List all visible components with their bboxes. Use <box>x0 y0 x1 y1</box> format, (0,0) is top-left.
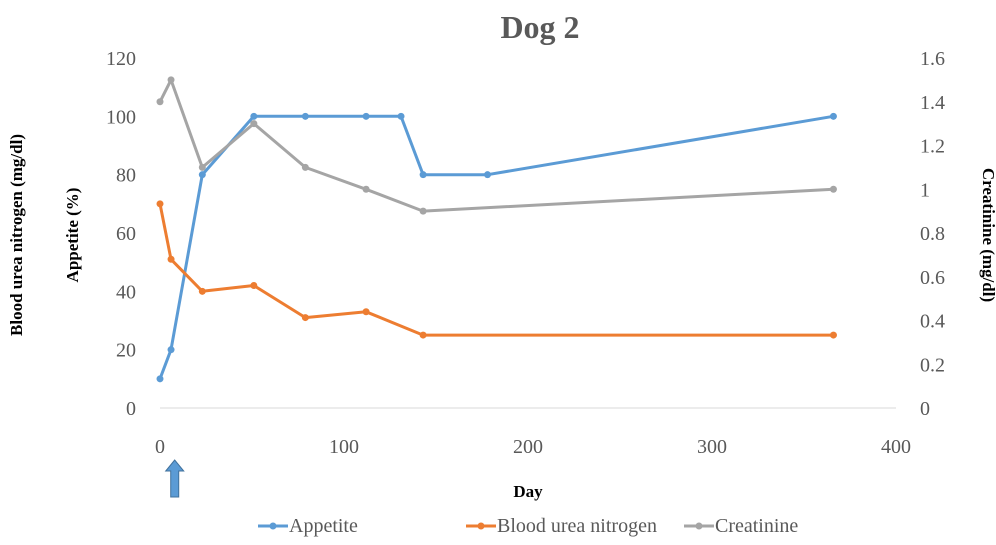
x-tick-label: 400 <box>881 436 911 458</box>
y-right-tick-label: 1 <box>920 179 930 201</box>
data-point <box>419 207 427 215</box>
y-left-tick-label: 60 <box>116 223 136 245</box>
series-appetite <box>156 112 837 383</box>
y-left-tick-label: 20 <box>116 340 136 362</box>
data-point <box>198 171 206 179</box>
data-point <box>829 185 837 193</box>
legend-swatch-marker <box>477 522 485 530</box>
x-tick-label: 100 <box>329 436 359 458</box>
y-left-tick-label: 0 <box>126 398 136 420</box>
legend-label: Appetite <box>289 515 358 537</box>
data-point <box>250 282 258 289</box>
arrow-up-icon <box>164 459 185 498</box>
data-point <box>362 308 370 316</box>
data-point <box>362 185 370 193</box>
data-point <box>198 287 206 295</box>
data-point <box>829 331 837 339</box>
series-blood-urea-nitrogen <box>156 200 837 339</box>
y-right-tick-label: 0.2 <box>920 354 945 376</box>
chart-title: Dog 2 <box>500 9 579 45</box>
y-right-tick-label: 0.4 <box>920 311 945 333</box>
y-left-tick-label: 40 <box>116 281 136 303</box>
series-line <box>158 203 834 337</box>
legend-swatch-marker <box>695 522 703 530</box>
y-right-tick-label: 0.6 <box>920 267 945 289</box>
data-point <box>484 171 492 179</box>
y-right-tick-label: 1.6 <box>920 48 945 70</box>
data-point <box>250 112 258 120</box>
data-point <box>829 112 837 120</box>
series-line <box>158 114 834 380</box>
data-point <box>167 255 175 263</box>
arrow-marker <box>164 459 185 498</box>
series-line <box>158 78 834 213</box>
data-point <box>167 346 175 354</box>
data-point <box>301 314 309 322</box>
y-right-tick-label: 1.4 <box>920 92 945 114</box>
data-point <box>397 112 405 120</box>
legend: Appetite Blood urea nitrogen Creatinine <box>258 515 798 537</box>
data-point <box>156 200 164 208</box>
legend-item: Creatinine <box>684 515 798 537</box>
y-axis-title-appetite: Appetite (%) <box>63 188 82 283</box>
data-point <box>419 171 427 179</box>
y-right-tick-label: 0.8 <box>920 223 945 245</box>
data-point <box>250 120 258 128</box>
legend-item: Blood urea nitrogen <box>466 515 657 537</box>
x-axis-title: Day <box>513 482 543 501</box>
y-right-tick-label: 1.2 <box>920 136 945 158</box>
data-point <box>198 163 206 171</box>
y-axis-title-blood-urea-nitrogen: Blood urea nitrogen (mg/dl) <box>7 134 26 336</box>
data-point <box>156 98 164 106</box>
legend-label: Blood urea nitrogen <box>497 515 657 537</box>
series-creatinine <box>156 76 837 215</box>
x-tick-label: 200 <box>513 436 543 458</box>
data-point <box>301 163 309 171</box>
data-point <box>419 331 427 339</box>
data-point <box>301 112 309 120</box>
y-left-tick-label: 120 <box>106 48 136 70</box>
data-point <box>362 112 370 120</box>
y-axis-title-creatinine: Creatinine (mg/dl) <box>979 168 996 302</box>
legend-item: Appetite <box>258 515 358 537</box>
tick-labels: 0 100 200 300 400 0 20 40 60 80 100 120 0 0.2 0.4 0.6 0.… <box>106 48 945 458</box>
y-right-tick-label: 0 <box>920 398 930 420</box>
data-point <box>156 375 164 383</box>
y-left-tick-label: 100 <box>106 106 136 128</box>
legend-label: Creatinine <box>715 515 798 537</box>
x-tick-label: 300 <box>697 436 727 458</box>
y-left-tick-label: 80 <box>116 165 136 187</box>
x-tick-label: 0 <box>155 436 165 458</box>
data-point <box>167 76 175 84</box>
legend-swatch-marker <box>269 522 277 530</box>
series-layer <box>156 76 837 383</box>
